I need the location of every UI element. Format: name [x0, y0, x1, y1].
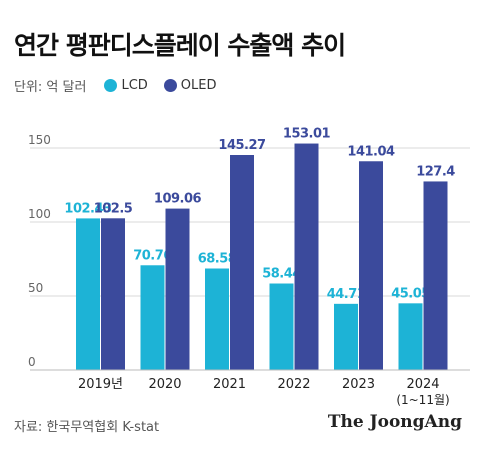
x-tick-label: 2020 [148, 377, 181, 392]
brand-logo: The JoongAng [327, 412, 462, 432]
bar-lcd [76, 218, 100, 370]
x-tick-label: 2019년 [78, 377, 123, 392]
legend-label-lcd: LCD [121, 78, 148, 93]
bar-oled [230, 155, 254, 370]
legend-label-oled: OLED [180, 78, 217, 93]
legend-item-lcd: LCD [104, 78, 148, 93]
x-tick-label: 2021 [213, 377, 246, 392]
legend: 단위: 억 달러 LCD OLED [14, 76, 233, 95]
chart-title: 연간 평판디스플레이 수출액 추이 [14, 31, 346, 60]
data-label-lcd: 44.71 [327, 287, 366, 302]
legend-item-oled: OLED [163, 78, 217, 93]
x-tick-label: 2024 [406, 377, 439, 392]
bar-lcd [205, 268, 229, 370]
bar-lcd [140, 265, 165, 370]
data-label-oled: 153.01 [283, 127, 331, 142]
bar-oled [423, 181, 448, 370]
data-label-lcd: 45.05 [391, 286, 430, 301]
data-label-oled: 109.06 [154, 192, 202, 207]
source-note: 자료: 한국무역협회 K-stat [14, 420, 160, 435]
y-tick-label: 0 [28, 355, 36, 369]
y-tick-label: 50 [28, 281, 43, 295]
legend-swatch-oled [163, 79, 177, 92]
unit-label: 단위: 억 달러 [14, 80, 87, 95]
bar-lcd [269, 283, 294, 370]
data-label-oled: 127.4 [416, 164, 455, 179]
data-label-lcd: 70.76 [133, 248, 172, 263]
bar-lcd [334, 303, 358, 370]
bar-oled [101, 218, 125, 370]
bar-lcd [398, 303, 423, 370]
x-tick-label: 2022 [277, 377, 310, 392]
bar-oled [165, 208, 190, 370]
data-label-lcd: 102.43 [64, 201, 112, 216]
data-label-lcd: 58.44 [262, 267, 301, 282]
bar-oled [294, 143, 319, 370]
x-tick-label: 2023 [342, 377, 375, 392]
data-label-oled: 141.04 [347, 144, 395, 159]
y-tick-label: 100 [28, 207, 51, 221]
x-tick-note: (1~11월) [396, 393, 449, 407]
data-label-oled: 102.5 [94, 201, 133, 216]
data-label-oled: 145.27 [218, 138, 266, 153]
y-tick-label: 150 [28, 133, 51, 147]
legend-swatch-lcd [104, 79, 118, 92]
bar-oled [359, 161, 383, 370]
data-label-lcd: 68.58 [198, 252, 237, 267]
